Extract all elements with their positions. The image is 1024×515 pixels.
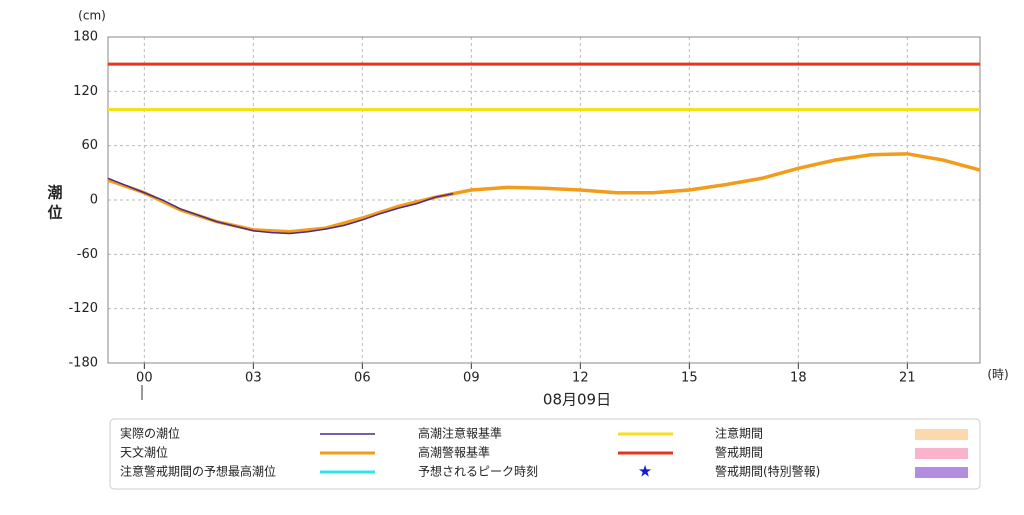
y-tick-label: 120: [73, 84, 98, 99]
x-tick-label: 03: [245, 371, 262, 386]
x-tick-label: 09: [463, 371, 480, 386]
legend-label: 実際の潮位: [120, 426, 180, 441]
legend-label: 警戒期間: [715, 445, 763, 460]
x-tick-label: 12: [572, 371, 589, 386]
y-tick-label: 60: [81, 138, 98, 153]
plot-frame: [107, 36, 981, 364]
y-tick-label: 180: [73, 30, 98, 45]
y-axis-label: 位: [47, 204, 62, 222]
legend-label: 予想されるピーク時刻: [418, 464, 538, 479]
y-unit: (cm): [78, 9, 106, 23]
legend-swatch: [915, 429, 968, 440]
x-tick-label: 18: [790, 371, 807, 386]
legend-label: 天文潮位: [120, 445, 168, 460]
x-tick-label: 00: [136, 371, 153, 386]
legend-label: 注意警戒期間の予想最高潮位: [120, 464, 276, 479]
y-tick-label: 0: [90, 193, 98, 208]
y-axis-label: 潮: [47, 184, 62, 202]
x-date: 08月09日: [543, 391, 611, 409]
x-tick-label: 21: [899, 371, 916, 386]
legend-swatch: [915, 467, 968, 478]
x-tick-label: 15: [681, 371, 698, 386]
legend-label: 警戒期間(特別警報): [715, 464, 820, 479]
y-tick-label: -60: [77, 247, 98, 262]
y-tick-label: -180: [68, 356, 98, 371]
legend-label: 高潮注意報基準: [418, 426, 502, 441]
legend-swatch: ★: [638, 462, 652, 481]
legend-label: 高潮警報基準: [418, 445, 490, 460]
legend-swatch: [915, 448, 968, 459]
x-unit: (時): [987, 368, 1008, 382]
y-tick-label: -120: [68, 301, 98, 316]
x-tick-label: 06: [354, 371, 371, 386]
series-line: [107, 152, 981, 234]
legend-label: 注意期間: [715, 426, 763, 441]
legend-box: [109, 418, 981, 490]
series-line: [107, 177, 454, 235]
